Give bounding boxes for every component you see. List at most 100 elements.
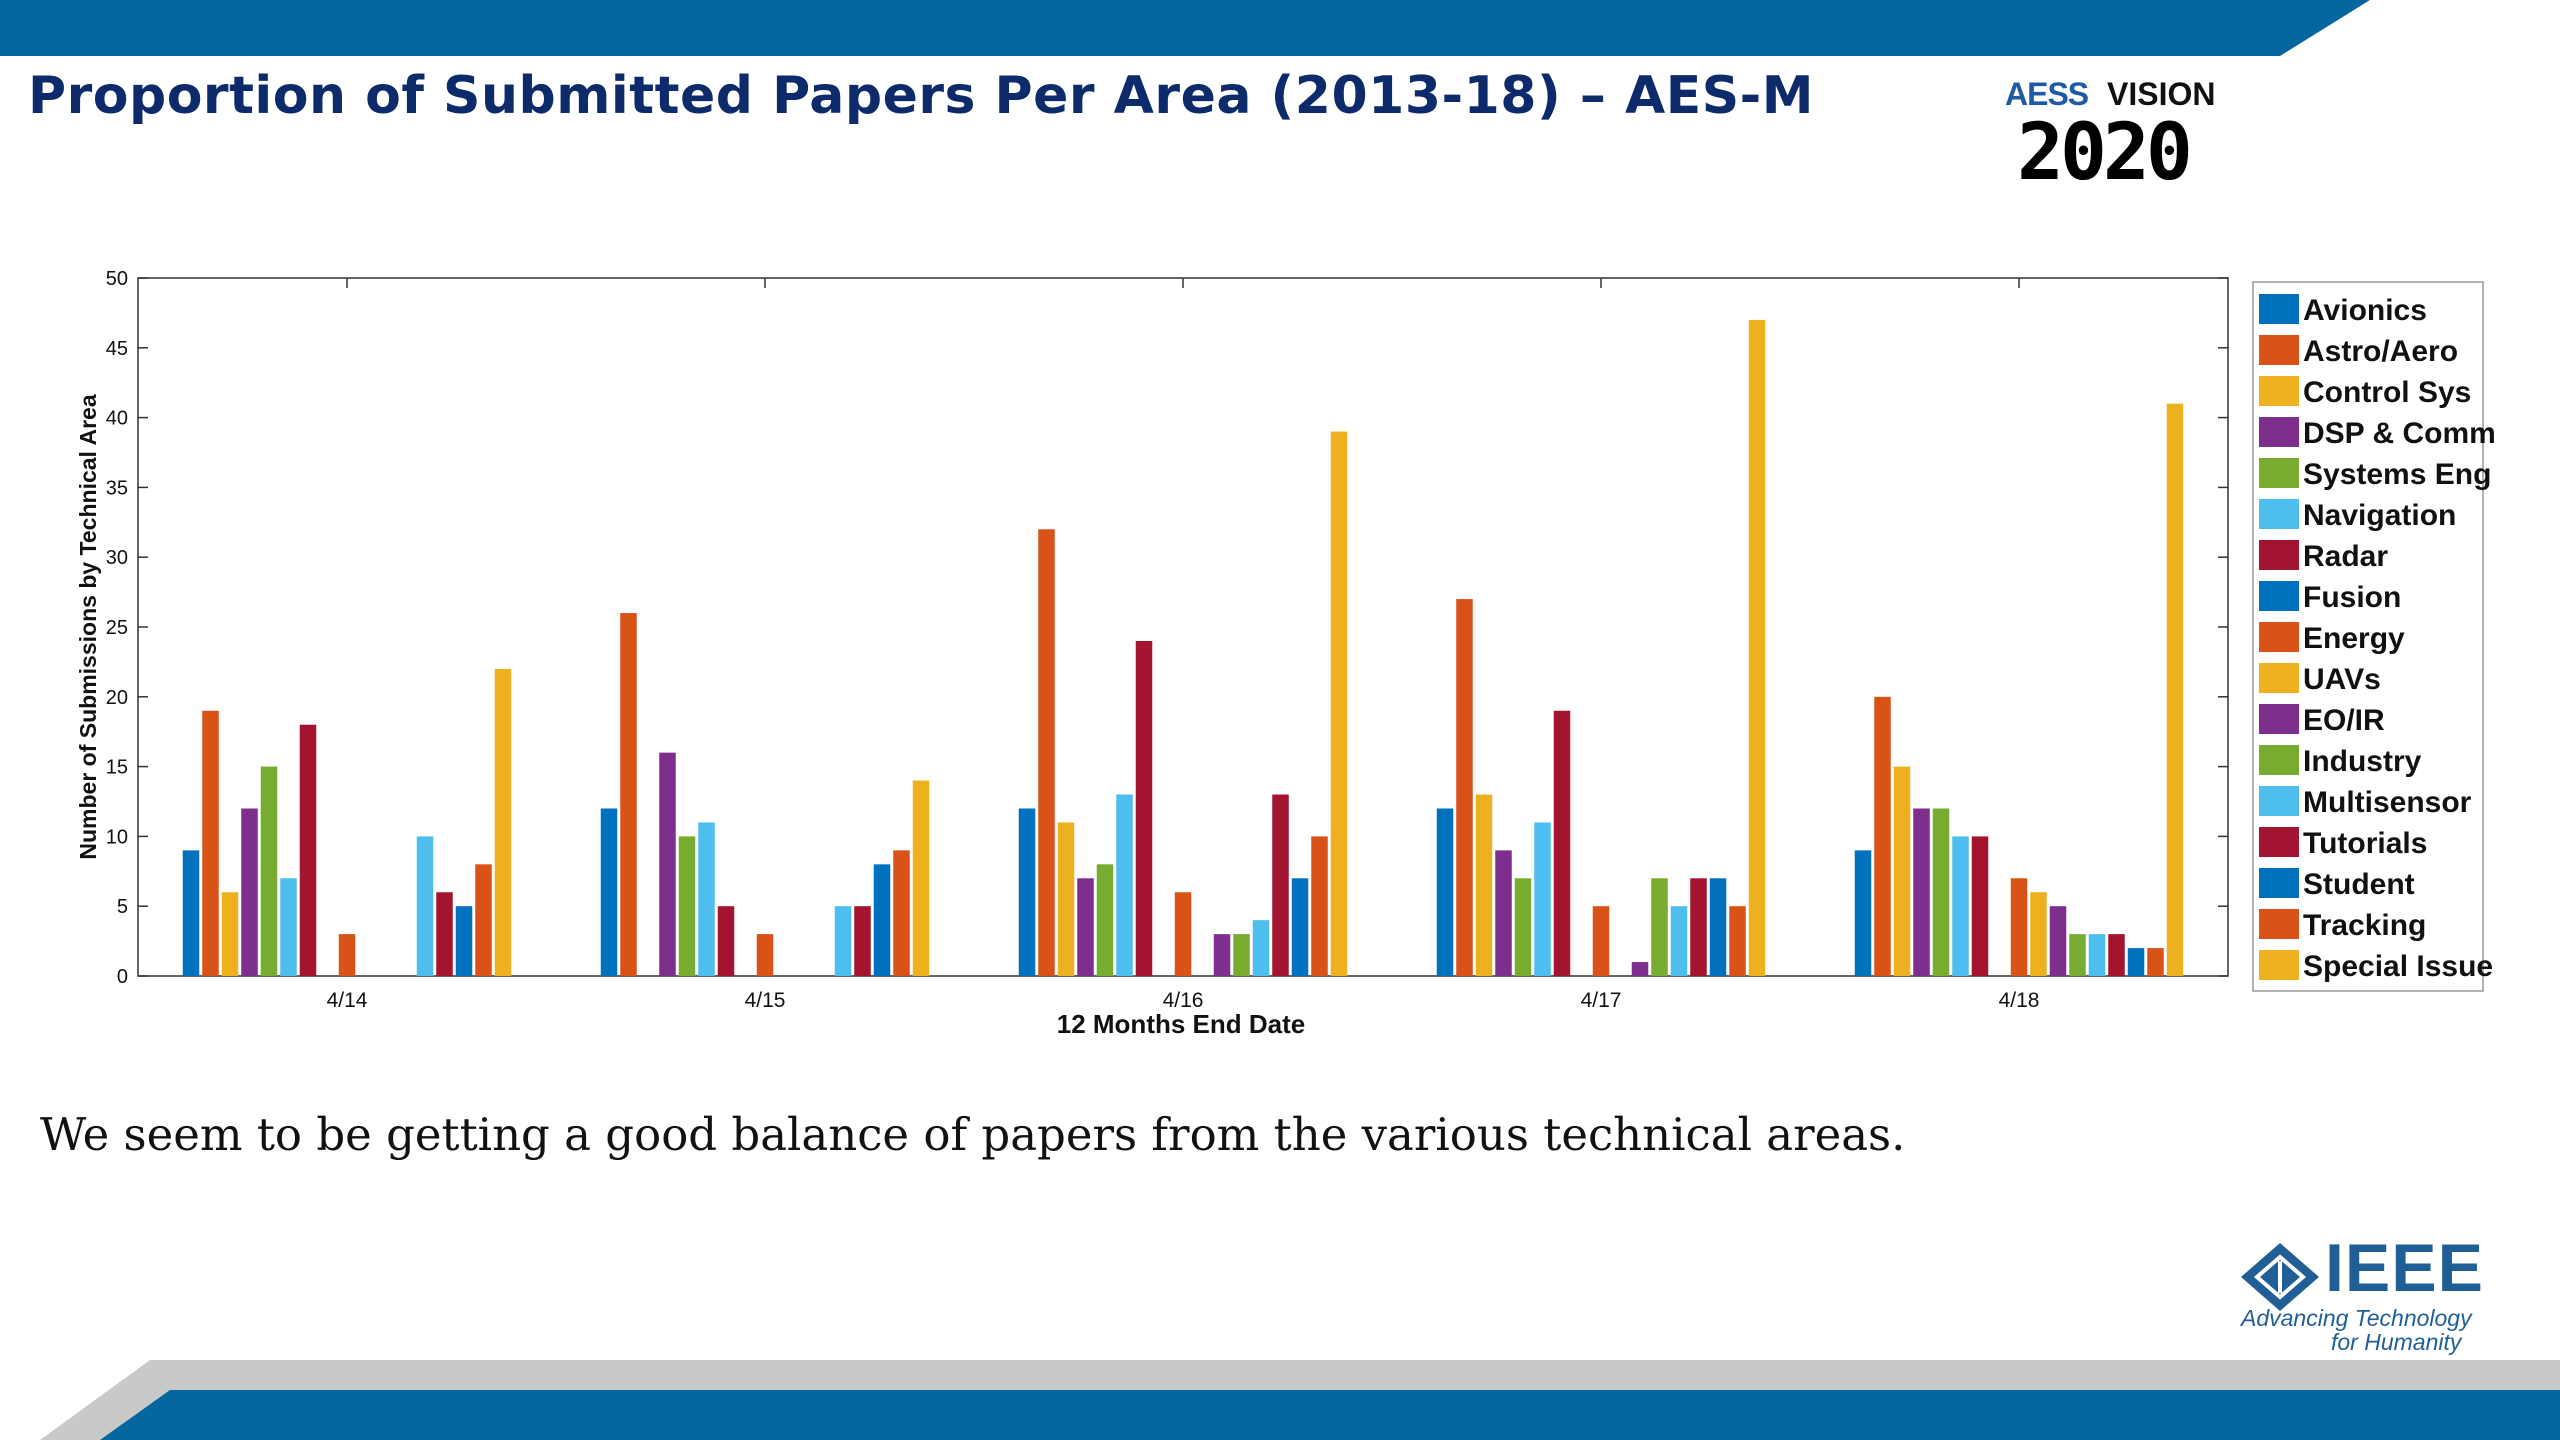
- bar-student-4-14: [455, 906, 473, 976]
- x-tick-label: 4/15: [745, 989, 786, 1012]
- legend-label: UAVs: [2303, 663, 2381, 696]
- bar-special-issue-4-14: [494, 668, 512, 976]
- bar-dsp-comm-4-16: [1077, 878, 1094, 976]
- ieee-logo: IEEE Advancing Technology for Humanity: [2235, 1230, 2505, 1360]
- bar-astro-aero-4-17: [1456, 599, 1473, 976]
- bar-control-sys-4-17: [1475, 794, 1493, 976]
- bar-student-4-15: [873, 864, 891, 976]
- bar-avionics-4-15: [600, 808, 618, 976]
- bar-radar-4-18: [1971, 836, 1989, 976]
- y-tick-label: 15: [106, 757, 128, 779]
- legend-label: Navigation: [2303, 499, 2456, 532]
- legend-label: EO/IR: [2303, 704, 2385, 737]
- legend-swatch: [2259, 868, 2299, 898]
- bar-systems-eng-4-18: [1932, 808, 1950, 976]
- slide-title: Proportion of Submitted Papers Per Area …: [28, 66, 1814, 126]
- ieee-tagline-1: Advancing Technology: [2241, 1305, 2472, 1331]
- legend-label: Systems Eng: [2303, 458, 2491, 491]
- legend-label: Radar: [2303, 540, 2388, 573]
- bar-radar-4-16: [1135, 640, 1153, 976]
- legend-label: Astro/Aero: [2303, 335, 2458, 368]
- ieee-wordmark: IEEE: [2325, 1230, 2484, 1306]
- bar-special-issue-4-16: [1330, 431, 1348, 976]
- legend-swatch: [2259, 581, 2299, 611]
- year-logo-text: 2020: [2017, 108, 2193, 198]
- bar-systems-eng-4-16: [1096, 864, 1114, 976]
- legend-label: Student: [2303, 868, 2415, 901]
- top-banner-blue: [0, 0, 2370, 56]
- top-banner: [0, 0, 2370, 56]
- bars: [182, 319, 2184, 976]
- bar-tracking-4-18: [2147, 948, 2164, 976]
- bar-eo-ir-4-16: [1213, 934, 1231, 976]
- bar-dsp-comm-4-17: [1495, 850, 1512, 976]
- legend-label: Energy: [2303, 622, 2405, 655]
- y-tick-label: 10: [106, 826, 128, 848]
- bar-energy-4-18: [2010, 878, 2028, 976]
- bar-industry-4-16: [1233, 934, 1250, 976]
- legend-label: Control Sys: [2303, 376, 2471, 409]
- x-tick-label: 4/16: [1163, 989, 1204, 1012]
- vision-logo-text: VISION: [2107, 76, 2216, 112]
- legend-swatch: [2259, 745, 2299, 775]
- bar-energy-4-15: [756, 934, 774, 976]
- bar-energy-4-14: [338, 934, 356, 976]
- legend-label: Special Issue: [2303, 950, 2493, 983]
- bar-systems-eng-4-15: [678, 836, 696, 976]
- bar-uavs-4-18: [2030, 892, 2047, 976]
- legend-label: Multisensor: [2303, 786, 2472, 819]
- legend-swatch: [2259, 663, 2299, 693]
- bar-astro-aero-4-16: [1038, 529, 1055, 976]
- bar-eo-ir-4-18: [2049, 906, 2067, 976]
- bar-radar-4-17: [1553, 710, 1571, 976]
- y-tick-label: 20: [106, 687, 128, 709]
- bar-navigation-4-16: [1116, 794, 1133, 976]
- bar-control-sys-4-16: [1057, 822, 1075, 976]
- bar-tracking-4-14: [475, 864, 492, 976]
- legend-swatch: [2259, 950, 2299, 980]
- y-tick-label: 40: [106, 408, 128, 430]
- legend-swatch: [2259, 786, 2299, 816]
- bar-industry-4-18: [2069, 934, 2086, 976]
- bar-avionics-4-16: [1018, 808, 1036, 976]
- bar-multisensor-4-16: [1252, 920, 1270, 976]
- bar-dsp-comm-4-15: [659, 752, 676, 976]
- bottom-banner: [40, 1360, 2560, 1440]
- bar-navigation-4-18: [1952, 836, 1969, 976]
- bar-navigation-4-17: [1534, 822, 1551, 976]
- bar-systems-eng-4-14: [260, 766, 278, 976]
- ieee-diamond-icon: [2241, 1243, 2319, 1311]
- bar-industry-4-17: [1651, 878, 1668, 976]
- bar-multisensor-4-14: [416, 836, 434, 976]
- legend-label: Tracking: [2303, 909, 2426, 942]
- bar-student-4-18: [2127, 948, 2145, 976]
- bar-control-sys-4-18: [1893, 766, 1911, 976]
- bar-student-4-17: [1709, 878, 1727, 976]
- bar-tracking-4-17: [1729, 906, 1746, 976]
- bar-tutorials-4-16: [1272, 794, 1289, 976]
- legend-swatch: [2259, 376, 2299, 406]
- bar-tracking-4-15: [893, 850, 910, 976]
- y-axis: 0 5 10 15 20 25 30 35 40 45 50: [106, 268, 2228, 988]
- x-axis-label: 12 Months End Date: [1057, 1009, 1305, 1039]
- bar-dsp-comm-4-14: [241, 808, 258, 976]
- bar-avionics-4-18: [1854, 850, 1872, 976]
- bar-student-4-16: [1291, 878, 1309, 976]
- bar-energy-4-16: [1174, 892, 1192, 976]
- y-tick-label: 0: [117, 966, 128, 988]
- legend-swatch: [2259, 909, 2299, 939]
- ieee-tagline-2: for Humanity: [2331, 1329, 2462, 1355]
- legend-swatch: [2259, 540, 2299, 570]
- bar-navigation-4-14: [280, 878, 297, 976]
- x-tick-label: 4/17: [1581, 989, 1622, 1012]
- bar-astro-aero-4-14: [202, 710, 219, 976]
- bar-eo-ir-4-17: [1631, 962, 1649, 976]
- aess-logo-text: AESS: [2005, 76, 2089, 112]
- legend: Avionics Astro/Aero Control Sys DSP & Comm S…: [2252, 281, 2496, 992]
- x-tick-label: 4/18: [1999, 989, 2040, 1012]
- bar-astro-aero-4-15: [620, 613, 637, 976]
- y-tick-label: 50: [106, 268, 128, 290]
- x-axis: 4/14 4/15 4/16 4/17 4/18: [327, 278, 2040, 1012]
- bar-systems-eng-4-17: [1514, 878, 1532, 976]
